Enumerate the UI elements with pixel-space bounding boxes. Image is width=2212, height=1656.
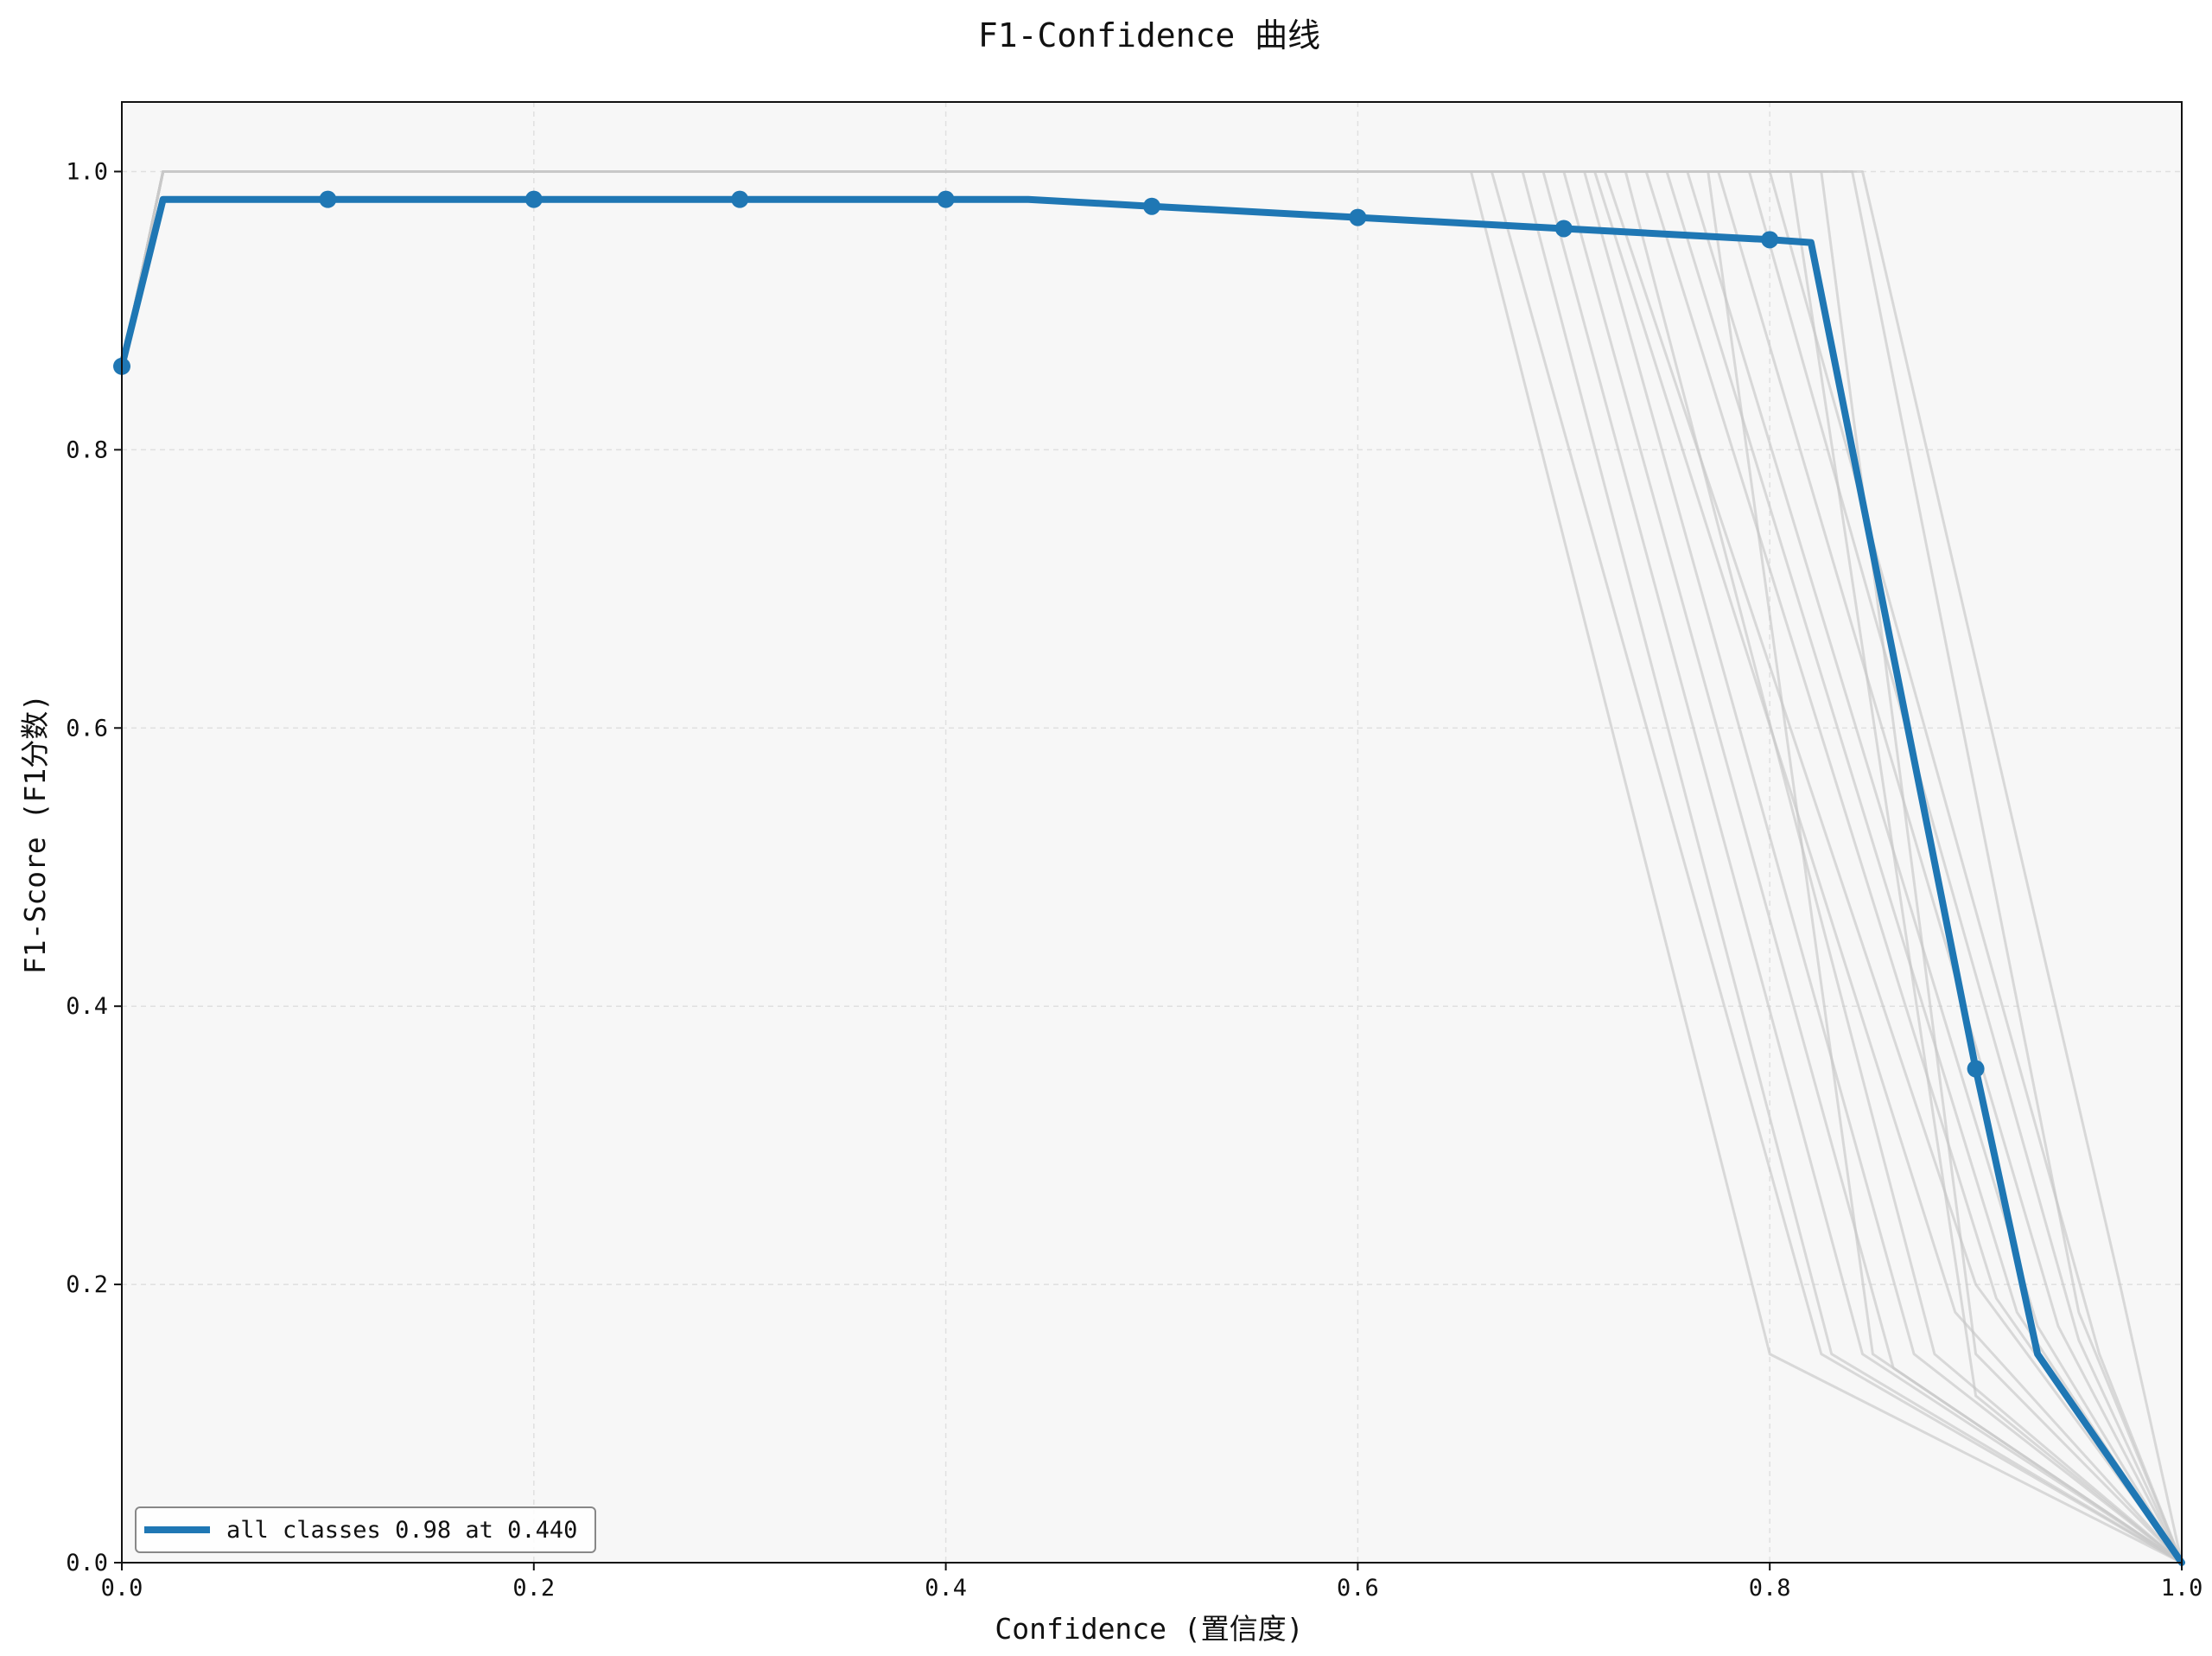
all-classes-point (937, 190, 955, 208)
x-tick-label: 0.8 (1749, 1575, 1791, 1602)
all-classes-point (319, 190, 337, 208)
all-classes-point (1761, 231, 1779, 249)
all-classes-point (1349, 208, 1367, 226)
legend-label: all classes 0.98 at 0.440 (226, 1517, 577, 1544)
all-classes-point (1143, 197, 1160, 215)
x-tick-label: 0.6 (1337, 1575, 1379, 1602)
y-tick-label: 0.8 (66, 436, 108, 463)
y-tick-label: 0.2 (66, 1271, 108, 1298)
all-classes-point (731, 190, 749, 208)
class-curve-line (120, 170, 2183, 1564)
legend-box (135, 1506, 596, 1553)
all-classes-point (1554, 220, 1573, 238)
x-tick-label: 1.0 (2161, 1575, 2203, 1602)
x-tick-label: 0.0 (101, 1575, 143, 1602)
plot-frame (121, 101, 2183, 1564)
legend: all classes 0.98 at 0.440 (135, 1506, 596, 1553)
axis-ticks: 0.0 0.2 0.4 0.6 0.8 1.0 0.0 0.2 0.4 0.6 0.8 1.0 (66, 158, 2202, 1602)
y-tick-label: 0.4 (66, 993, 108, 1020)
x-tick-label: 0.4 (925, 1575, 967, 1602)
y-axis-label: F1-Score (F1分数) (18, 694, 52, 974)
y-tick-label: 0.6 (66, 715, 108, 742)
all-classes-point (1967, 1060, 1985, 1078)
all-classes-point (524, 190, 543, 208)
plot-area (122, 102, 2182, 1563)
x-axis-label: Confidence (置信度) (995, 1612, 1303, 1646)
class-curves (120, 170, 2183, 1564)
y-tick-label: 1.0 (66, 158, 108, 185)
x-tick-label: 0.2 (512, 1575, 555, 1602)
chart-title: F1-Confidence 曲线 (978, 16, 1320, 54)
y-tick-label: 0.0 (66, 1550, 108, 1576)
